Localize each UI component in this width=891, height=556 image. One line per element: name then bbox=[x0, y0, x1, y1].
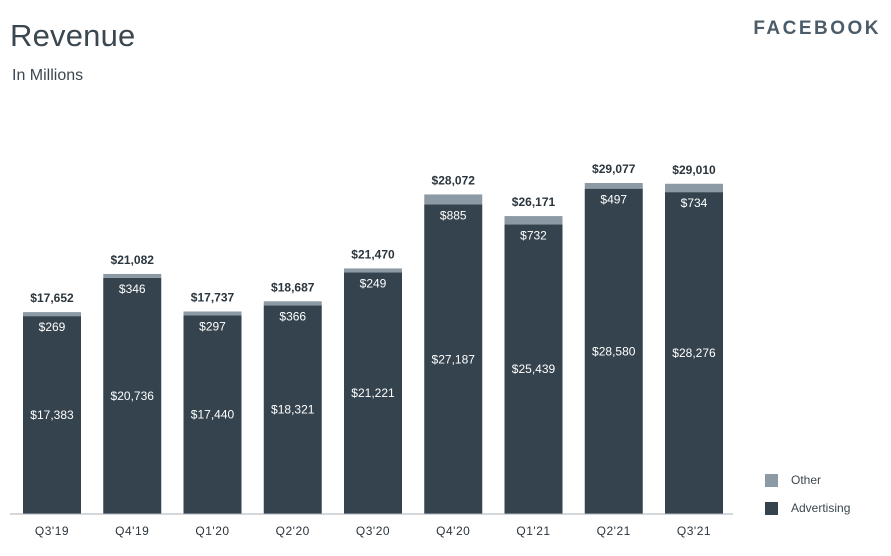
bar-advertising bbox=[263, 305, 322, 514]
data-label-advertising: $18,321 bbox=[271, 403, 315, 417]
data-label-advertising: $17,383 bbox=[30, 408, 74, 422]
total-label: $18,687 bbox=[271, 280, 315, 294]
data-label-other: $497 bbox=[600, 193, 627, 207]
x-tick-label: Q3'19 bbox=[35, 524, 69, 538]
bar-advertising bbox=[23, 316, 81, 514]
legend-label-other: Other bbox=[791, 473, 822, 487]
data-label-other: $297 bbox=[199, 319, 226, 333]
data-label-advertising: $21,221 bbox=[351, 386, 395, 400]
data-label-other: $249 bbox=[360, 276, 387, 290]
legend-item-advertising: Advertising bbox=[765, 500, 850, 516]
x-tick-label: Q2'20 bbox=[276, 524, 310, 538]
legend-label-advertising: Advertising bbox=[791, 501, 851, 515]
x-tick-label: Q4'20 bbox=[436, 524, 470, 538]
x-tick-label: Q1'20 bbox=[195, 524, 229, 538]
bar-other bbox=[23, 312, 81, 317]
bar-other bbox=[665, 183, 723, 193]
bar-advertising bbox=[584, 188, 643, 514]
bar-other bbox=[344, 268, 402, 273]
data-label-advertising: $20,736 bbox=[111, 389, 155, 403]
bar-other bbox=[103, 273, 162, 278]
x-tick-label: Q3'20 bbox=[356, 524, 390, 538]
data-label-advertising: $27,187 bbox=[432, 352, 476, 366]
legend-item-other: Other bbox=[765, 472, 850, 488]
bar-other bbox=[584, 183, 643, 189]
x-tick-label: Q4'19 bbox=[115, 524, 149, 538]
x-tick-label: Q2'21 bbox=[597, 524, 631, 538]
data-label-other: $346 bbox=[119, 282, 146, 296]
x-tick-label: Q1'21 bbox=[516, 524, 550, 538]
chart-title: Revenue bbox=[10, 18, 136, 53]
bar-other bbox=[504, 216, 563, 225]
total-label: $21,082 bbox=[111, 253, 155, 267]
total-label: $17,737 bbox=[191, 290, 235, 304]
data-label-advertising: $17,440 bbox=[191, 408, 235, 422]
bar-advertising bbox=[665, 192, 723, 515]
chart-legend: Other Advertising bbox=[765, 472, 850, 528]
chart-subtitle: In Millions bbox=[12, 67, 84, 84]
total-label: $28,072 bbox=[432, 173, 476, 187]
data-label-other: $732 bbox=[520, 228, 547, 242]
data-label-advertising: $25,439 bbox=[512, 362, 556, 376]
bar-advertising bbox=[424, 204, 483, 514]
legend-swatch-advertising bbox=[765, 501, 778, 515]
x-tick-label: Q3'21 bbox=[677, 524, 711, 538]
data-label-advertising: $28,580 bbox=[592, 344, 636, 358]
bar-advertising bbox=[103, 277, 162, 514]
bar-other bbox=[263, 301, 322, 306]
brand-logo: FACEBOOK bbox=[753, 18, 881, 39]
bar-advertising bbox=[183, 315, 242, 514]
total-label: $21,470 bbox=[351, 247, 395, 261]
legend-swatch-other bbox=[765, 473, 778, 487]
data-label-other: $269 bbox=[39, 320, 66, 334]
data-label-other: $366 bbox=[279, 309, 306, 323]
total-label: $17,652 bbox=[30, 291, 74, 305]
data-label-other: $885 bbox=[440, 209, 467, 223]
bar-advertising bbox=[504, 224, 563, 514]
data-label-other: $734 bbox=[681, 196, 708, 210]
total-label: $29,077 bbox=[592, 162, 636, 176]
data-label-advertising: $28,276 bbox=[672, 346, 716, 360]
total-label: $26,171 bbox=[512, 195, 556, 209]
bar-advertising bbox=[344, 272, 402, 514]
bar-other bbox=[424, 194, 483, 205]
bar-other bbox=[183, 311, 242, 316]
total-label: $29,010 bbox=[672, 163, 716, 177]
